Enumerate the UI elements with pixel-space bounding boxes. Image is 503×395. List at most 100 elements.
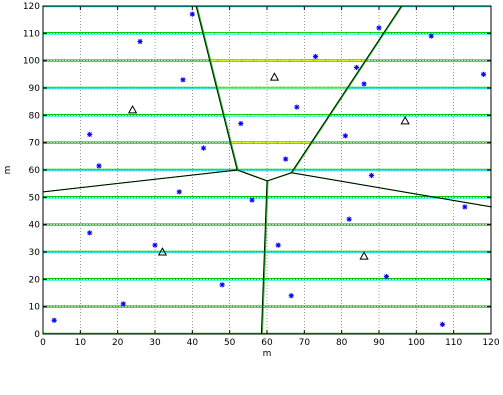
x-tick-label: 110 [445, 338, 462, 348]
voronoi-edge [290, 5, 402, 174]
voronoi-edges [42, 5, 493, 335]
y-tick-label: 10 [29, 303, 41, 313]
star-stroke [428, 33, 434, 39]
star-point [87, 230, 93, 236]
star-point [283, 156, 289, 162]
star-point [428, 33, 434, 39]
voronoi-edge-highlight [291, 5, 403, 174]
star-point [376, 25, 382, 31]
star-point [342, 133, 348, 139]
star-point [219, 282, 225, 288]
star-point [294, 104, 300, 110]
x-tick-label: 70 [299, 338, 311, 348]
data-points [51, 11, 487, 328]
star-point [288, 293, 294, 299]
star-stroke [354, 65, 359, 70]
x-tick-label: 30 [149, 338, 161, 348]
star-stroke [313, 54, 318, 59]
star-point [200, 145, 207, 151]
plot-frame [42, 5, 492, 335]
voronoi-edge-highlight [196, 5, 239, 171]
star-stroke [137, 39, 143, 44]
triangle-point [359, 251, 369, 260]
y-tick-label: 110 [23, 29, 40, 39]
voronoi-edge [42, 169, 238, 193]
star-stroke [283, 156, 288, 162]
star-stroke [384, 274, 389, 279]
star-point [189, 11, 195, 17]
star-stroke [87, 230, 92, 236]
star-stroke [462, 204, 468, 210]
star-stroke [369, 173, 374, 178]
star-point [275, 242, 281, 248]
x-tick-label: 60 [261, 338, 273, 348]
star-point [96, 163, 102, 169]
y-tick-label: 0 [34, 330, 40, 340]
star-point [439, 321, 446, 328]
voronoi-edge [266, 172, 292, 182]
star-point [312, 53, 319, 60]
star-point [87, 131, 93, 138]
star-stroke [343, 133, 348, 139]
region-lines [43, 6, 491, 334]
axis-ticks: 0 10 20 30 40 50 60 70 80 90 100 110 120 0 10 20 30 40 50 6… [23, 2, 500, 348]
star-point [120, 301, 126, 307]
y-tick-label: 70 [29, 139, 41, 149]
triangle-point [269, 72, 280, 81]
star-stroke [376, 25, 382, 31]
y-tick-label: 30 [29, 248, 41, 258]
star-stroke [180, 77, 186, 83]
x-tick-label: 120 [482, 338, 499, 348]
y-tick-label: 40 [29, 221, 41, 231]
star-stroke [120, 301, 126, 307]
x-tick-label: 0 [40, 338, 46, 348]
star-point [368, 172, 375, 179]
star-point [480, 71, 487, 77]
star-stroke [440, 322, 445, 327]
star-stroke [346, 216, 352, 222]
x-axis-label: m [263, 349, 272, 359]
star-point [152, 242, 158, 248]
star-stroke [51, 318, 57, 323]
voronoi-edge [260, 180, 268, 335]
star-point [354, 64, 360, 71]
star-stroke [288, 293, 294, 299]
triangle-point [400, 115, 410, 125]
star-stroke [87, 132, 92, 137]
voronoi-edge [236, 169, 268, 182]
star-stroke [201, 145, 206, 151]
star-point [346, 216, 352, 222]
x-tick-label: 50 [224, 338, 236, 348]
x-tick-label: 10 [75, 338, 87, 348]
star-point [361, 81, 367, 87]
grid [43, 6, 491, 334]
y-tick-label: 80 [29, 111, 41, 121]
star-stroke [176, 189, 182, 195]
y-axis-label: m [3, 166, 13, 175]
star-point [249, 197, 255, 203]
star-stroke [294, 104, 300, 110]
star-stroke [481, 72, 486, 77]
y-tick-label: 20 [29, 275, 41, 285]
y-tick-label: 90 [29, 84, 41, 94]
y-tick-label: 100 [23, 57, 40, 67]
star-stroke [238, 121, 244, 126]
voronoi-edge [195, 5, 238, 171]
star-point [238, 120, 244, 127]
x-tick-label: 100 [408, 338, 425, 348]
triangle-point [127, 105, 138, 114]
star-stroke [275, 242, 281, 248]
star-stroke [361, 81, 367, 87]
x-tick-label: 20 [112, 338, 124, 348]
star-point [383, 274, 390, 280]
y-tick-label: 60 [29, 166, 41, 176]
x-tick-label: 90 [373, 338, 385, 348]
star-stroke [219, 282, 225, 288]
y-tick-label: 120 [23, 2, 40, 12]
star-stroke [249, 197, 255, 203]
y-tick-label: 50 [29, 193, 41, 203]
star-point [176, 189, 182, 195]
voronoi-edge-highlight [261, 180, 269, 335]
star-point [180, 77, 186, 83]
